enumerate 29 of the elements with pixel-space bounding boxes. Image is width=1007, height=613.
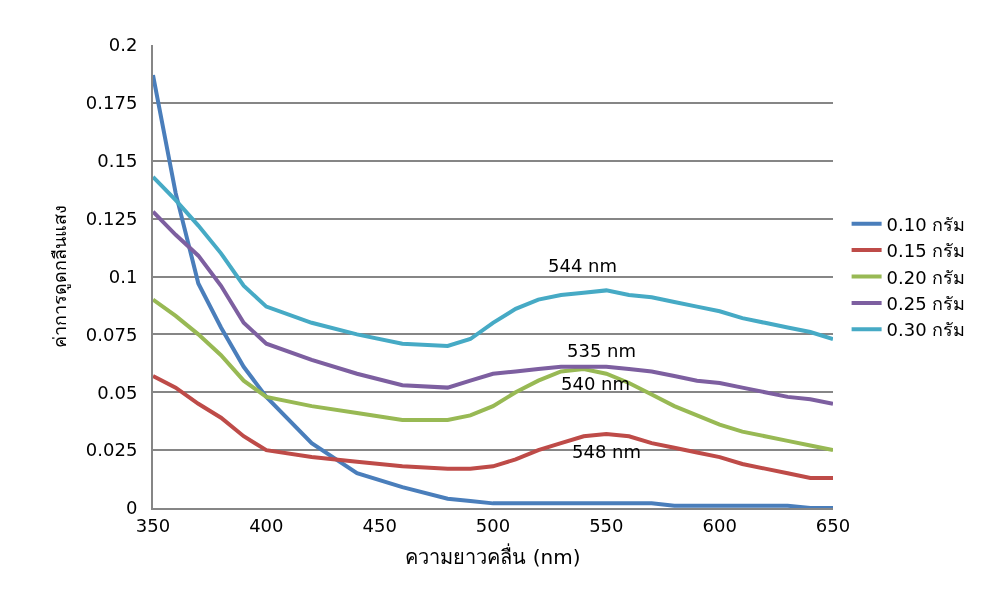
y-axis-title: ค่าการดูดกลืนแสง — [48, 205, 71, 348]
line-series — [153, 374, 833, 480]
annotation: 548 nm — [572, 441, 642, 462]
x-tick-label: 600 — [702, 514, 737, 536]
y-tick-label: 0.025 — [85, 439, 138, 461]
x-tick-label: 500 — [475, 514, 511, 536]
annotation: 535 nm — [567, 340, 637, 361]
legend-label: 0.10 กรัม — [886, 213, 966, 235]
legend-label: 0.15 กรัม — [886, 240, 966, 262]
x-tick-label: 350 — [135, 514, 171, 536]
line-series — [153, 209, 833, 406]
y-tick-label: 0.1 — [108, 265, 138, 287]
x-tick-label: 650 — [815, 514, 851, 536]
x-tick-label: 450 — [362, 514, 397, 536]
annotation: 540 nm — [561, 373, 631, 394]
y-tick-label: 0.175 — [85, 92, 138, 114]
y-tick-label: 0.05 — [97, 381, 138, 403]
x-tick-label: 400 — [249, 514, 284, 536]
y-tick-label: 0 — [125, 497, 138, 519]
legend-label: 0.30 กรัม — [886, 319, 966, 341]
y-tick-label: 0.075 — [85, 323, 138, 345]
y-tick-label: 0.125 — [85, 207, 138, 229]
legend-label: 0.25 กรัม — [886, 292, 966, 314]
y-tick-label: 0.15 — [97, 150, 138, 172]
x-axis-title: ความยาวคลื่น (nm) — [405, 542, 581, 569]
annotation: 544 nm — [548, 255, 618, 276]
x-tick-label: 550 — [589, 514, 624, 536]
legend-label: 0.20 กรัม — [886, 266, 966, 288]
y-tick-label: 0.2 — [108, 34, 138, 56]
